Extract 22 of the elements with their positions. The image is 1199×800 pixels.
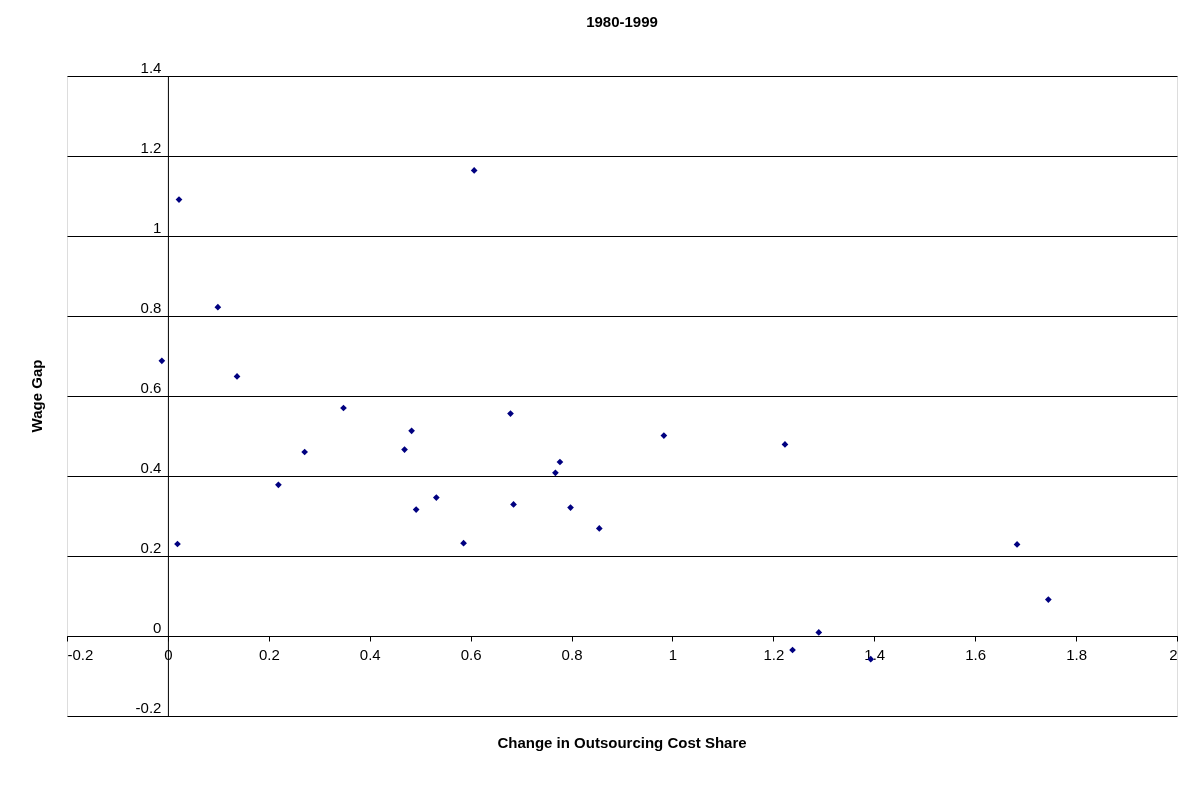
x-tick-label: -0.2 bbox=[67, 645, 94, 663]
chart-title: 1980-1999 bbox=[586, 13, 658, 30]
x-tick-label: 2 bbox=[1169, 645, 1178, 663]
y-tick-label: 1.4 bbox=[140, 58, 162, 76]
x-tick-label: 0.6 bbox=[460, 645, 482, 663]
x-tick-label: 0.8 bbox=[561, 645, 583, 663]
x-tick-label: 1.6 bbox=[965, 645, 987, 663]
y-tick-label: 0.2 bbox=[140, 538, 162, 556]
y-tick-label: 0.4 bbox=[140, 458, 162, 476]
x-tick-label: 1 bbox=[668, 645, 678, 663]
x-tick-label: 0.2 bbox=[258, 645, 280, 663]
y-tick-label: 0.6 bbox=[140, 378, 162, 396]
x-tick-label: 1.8 bbox=[1066, 645, 1088, 663]
y-tick-label: 1.2 bbox=[140, 138, 162, 156]
y-tick-label: 1 bbox=[153, 218, 162, 236]
y-tick-label: -0.2 bbox=[135, 698, 162, 716]
x-tick-label: 0.4 bbox=[359, 645, 381, 663]
y-tick-label: 0.8 bbox=[140, 298, 162, 316]
y-tick-label: 0 bbox=[153, 618, 162, 636]
y-axis-title: Wage Gap bbox=[28, 359, 45, 433]
x-tick-label: 1.2 bbox=[763, 645, 785, 663]
x-axis-title: Change in Outsourcing Cost Share bbox=[497, 734, 747, 751]
